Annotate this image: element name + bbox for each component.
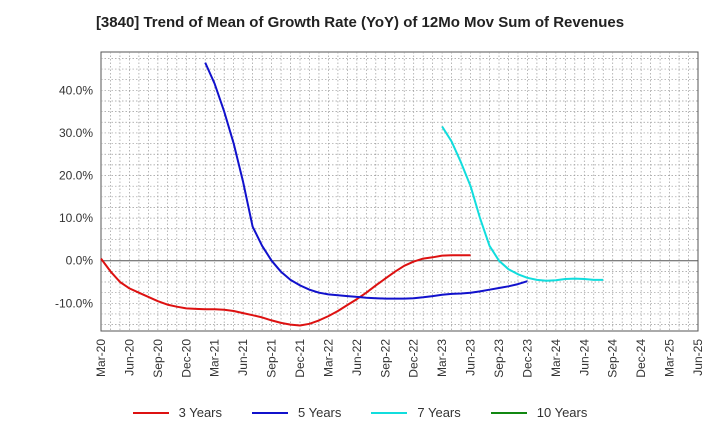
legend-label-5-years: 5 Years: [298, 405, 342, 420]
chart-title: [3840] Trend of Mean of Growth Rate (YoY…: [95, 14, 625, 31]
plot-background: [100, 51, 699, 332]
x-tick-label: Dec-22: [407, 339, 421, 378]
legend: 3 Years 5 Years 7 Years 10 Years: [0, 405, 720, 420]
x-tick-label: Mar-25: [663, 339, 677, 377]
legend-label-3-years: 3 Years: [178, 405, 222, 420]
y-tick-label: -10.0%: [55, 296, 93, 310]
legend-swatch-3-years: [132, 411, 169, 414]
y-tick-label: 30.0%: [59, 126, 93, 140]
x-tick-label: Sep-22: [378, 339, 392, 378]
legend-item-7-years: 7 Years: [371, 405, 461, 420]
x-tick-label: Jun-20: [122, 339, 136, 376]
x-tick-label: Jun-24: [577, 339, 591, 376]
x-tick-label: Dec-23: [520, 339, 534, 378]
x-tick-label: Dec-24: [634, 339, 648, 378]
series-line-5-years: [204, 62, 528, 300]
legend-swatch-5-years: [252, 411, 288, 414]
x-tick-label: Mar-24: [549, 339, 563, 377]
x-axis-ticks: Mar-20 Jun-20 Sep-20 Dec-20 Mar-21 Jun-21 Sep-…: [94, 339, 705, 378]
legend-item-3-years: 3 Years: [132, 405, 222, 420]
x-gridlines: [110, 52, 689, 331]
x-tick-label: Jun-21: [236, 339, 250, 376]
x-tick-label: Mar-20: [94, 339, 108, 377]
legend-item-10-years: 10 Years: [490, 405, 588, 420]
x-tick-label: Sep-23: [492, 339, 506, 378]
x-tick-label: Jun-23: [464, 339, 478, 376]
y-axis-ticks: 40.0% 30.0% 20.0% 10.0% 0.0% -10.0%: [55, 83, 93, 310]
x-tick-label: Dec-20: [179, 339, 193, 378]
y-tick-label: 0.0%: [66, 254, 94, 268]
y-tick-label: 40.0%: [59, 83, 93, 97]
y-tick-label: 20.0%: [59, 169, 93, 183]
series-line-7-years: [441, 125, 604, 282]
y-tick-label: 10.0%: [59, 211, 93, 225]
x-tick-label: Sep-20: [151, 339, 165, 378]
x-tick-label: Jun-22: [350, 339, 364, 376]
x-tick-label: Mar-22: [321, 339, 335, 377]
legend-swatch-7-years: [371, 411, 408, 414]
series-lines: [100, 62, 604, 327]
legend-label-10-years: 10 Years: [536, 405, 588, 420]
x-tick-label: Dec-21: [293, 339, 307, 378]
x-tick-label: Mar-21: [208, 339, 222, 377]
legend-label-7-years: 7 Years: [417, 405, 461, 420]
x-tick-label: Sep-24: [606, 339, 620, 378]
y-gridlines: [101, 58, 698, 325]
legend-item-5-years: 5 Years: [252, 405, 341, 420]
x-tick-label: Sep-21: [265, 339, 279, 378]
x-tick-label: Mar-23: [435, 339, 449, 377]
legend-swatch-10-years: [490, 411, 527, 414]
x-tick-label: Jun-25: [691, 339, 705, 376]
series-line-3-years: [100, 254, 471, 327]
